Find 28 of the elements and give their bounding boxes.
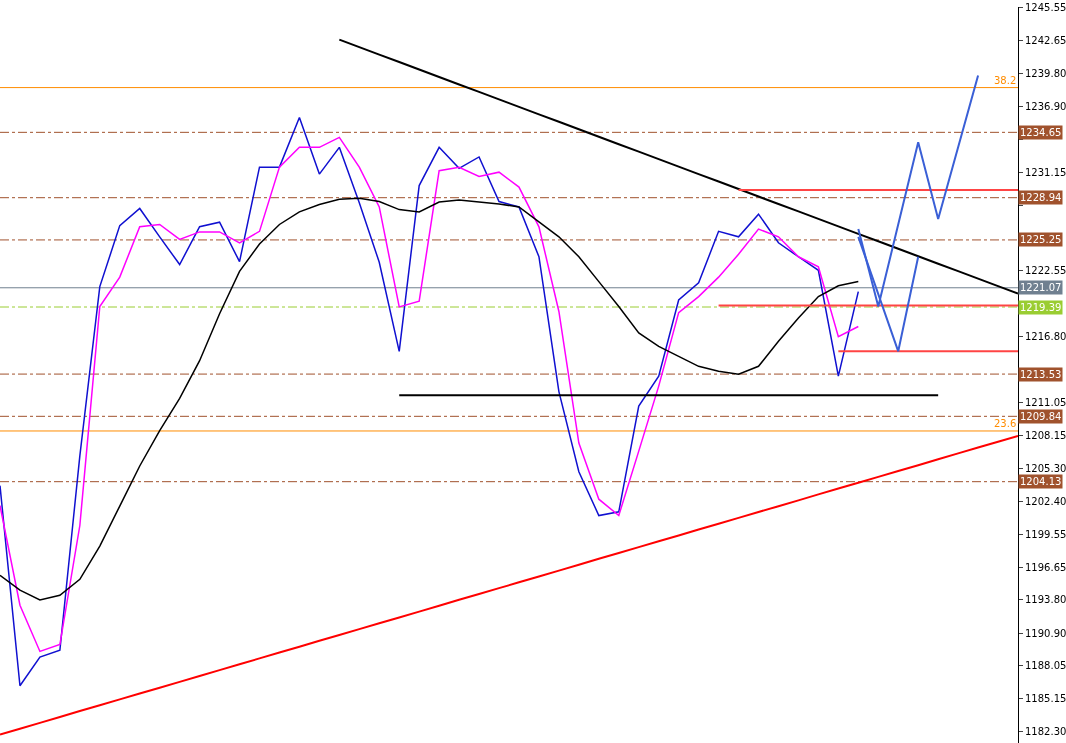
y-tick-label: 1239.80 [1025,67,1066,79]
y-tick-label: 1211.05 [1025,396,1066,408]
y-tick-label: 1188.05 [1025,660,1066,672]
y-tick-label: 1231.15 [1025,166,1066,178]
ref-line-label: 1204.13 [1020,476,1062,487]
y-tick-label: 1202.40 [1025,495,1066,507]
ref-line-label: 1234.65 [1020,127,1062,138]
y-tick-label: 1196.65 [1025,561,1066,573]
y-tick-label: 1185.15 [1025,693,1066,705]
y-tick-label: 1236.90 [1025,101,1066,113]
y-tick-label: 1222.55 [1025,265,1066,277]
y-tick-label: 1182.30 [1025,726,1066,738]
y-tick-label: 1205.30 [1025,462,1066,474]
y-tick-label: 1190.90 [1025,627,1066,639]
ref-line-label: 1225.25 [1020,234,1062,245]
annotation: 38.2 [994,75,1017,86]
ref-line-label: 1213.53 [1020,369,1062,380]
y-tick-label: 1208.15 [1025,430,1066,442]
y-tick-label: 1245.55 [1025,2,1066,14]
ref-line-label: 1228.94 [1020,192,1062,203]
ref-line-label: 1219.39 [1020,302,1062,313]
y-tick-label: 1242.65 [1025,35,1066,47]
y-tick-label: 1199.55 [1025,528,1066,540]
ref-line-label: 1221.07 [1020,282,1062,293]
y-tick-label: 1216.80 [1025,331,1066,343]
y-tick-label: 1193.80 [1025,594,1066,606]
ref-line-label: 1209.84 [1020,411,1062,422]
annotation: 23.6 [994,418,1017,429]
